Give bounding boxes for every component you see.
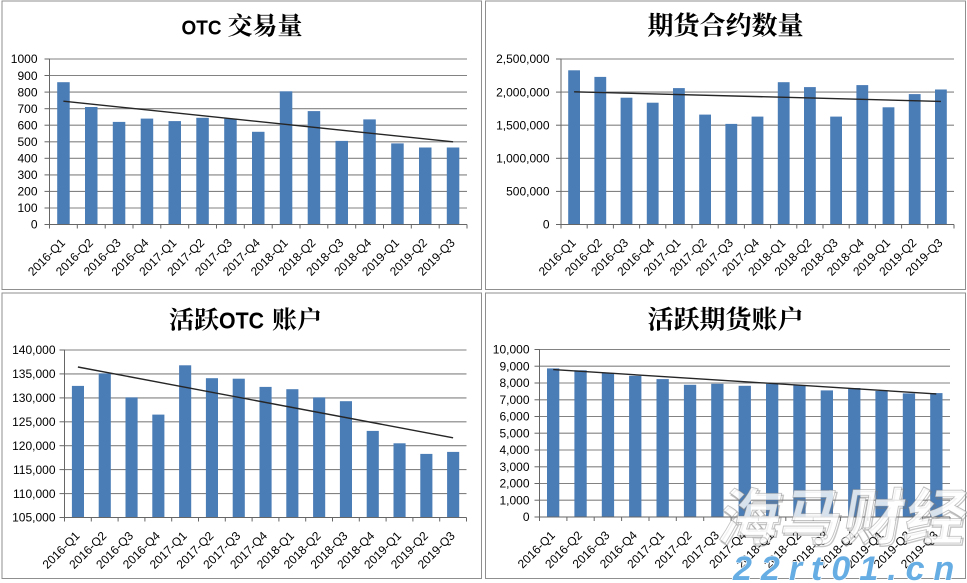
svg-text:500,000: 500,000 — [506, 185, 550, 199]
svg-text:115,000: 115,000 — [13, 463, 56, 477]
svg-text:2,500,000: 2,500,000 — [496, 52, 550, 66]
svg-text:7,000: 7,000 — [499, 393, 529, 407]
svg-text:1000: 1000 — [11, 52, 38, 66]
svg-text:1,500,000: 1,500,000 — [496, 118, 550, 132]
svg-text:0: 0 — [523, 510, 530, 524]
svg-text:1,000: 1,000 — [499, 493, 529, 507]
svg-text:500: 500 — [17, 135, 37, 149]
svg-text:300: 300 — [17, 168, 37, 182]
svg-text:120,000: 120,000 — [12, 439, 56, 453]
svg-text:130,000: 130,000 — [12, 391, 56, 405]
svg-text:100: 100 — [17, 201, 37, 215]
svg-text:900: 900 — [17, 69, 37, 83]
svg-text:3,000: 3,000 — [499, 460, 529, 474]
svg-text:700: 700 — [17, 102, 37, 116]
svg-text:140,000: 140,000 — [12, 343, 56, 357]
svg-text:0: 0 — [31, 218, 38, 232]
svg-text:22rt01.cn: 22rt01.cn — [732, 550, 963, 583]
svg-text:110,000: 110,000 — [13, 487, 56, 501]
svg-text:10,000: 10,000 — [493, 343, 530, 357]
svg-text:OTC: OTC — [219, 308, 264, 334]
svg-text:600: 600 — [17, 118, 37, 132]
svg-text:9,000: 9,000 — [499, 359, 529, 373]
svg-text:400: 400 — [17, 152, 37, 166]
svg-text:8,000: 8,000 — [499, 376, 529, 390]
svg-text:2,000,000: 2,000,000 — [496, 85, 550, 99]
svg-text:105,000: 105,000 — [12, 511, 56, 525]
svg-text:135,000: 135,000 — [12, 367, 56, 381]
svg-text:200: 200 — [17, 185, 37, 199]
svg-text:2,000: 2,000 — [499, 477, 529, 491]
svg-text:5,000: 5,000 — [499, 426, 529, 440]
svg-text:1,000,000: 1,000,000 — [496, 152, 550, 166]
svg-text:4,000: 4,000 — [499, 443, 529, 457]
svg-text:800: 800 — [17, 85, 37, 99]
svg-text:OTC: OTC — [182, 18, 222, 40]
svg-text:6,000: 6,000 — [499, 410, 529, 424]
svg-text:125,000: 125,000 — [12, 415, 56, 429]
svg-text:0: 0 — [543, 218, 550, 232]
